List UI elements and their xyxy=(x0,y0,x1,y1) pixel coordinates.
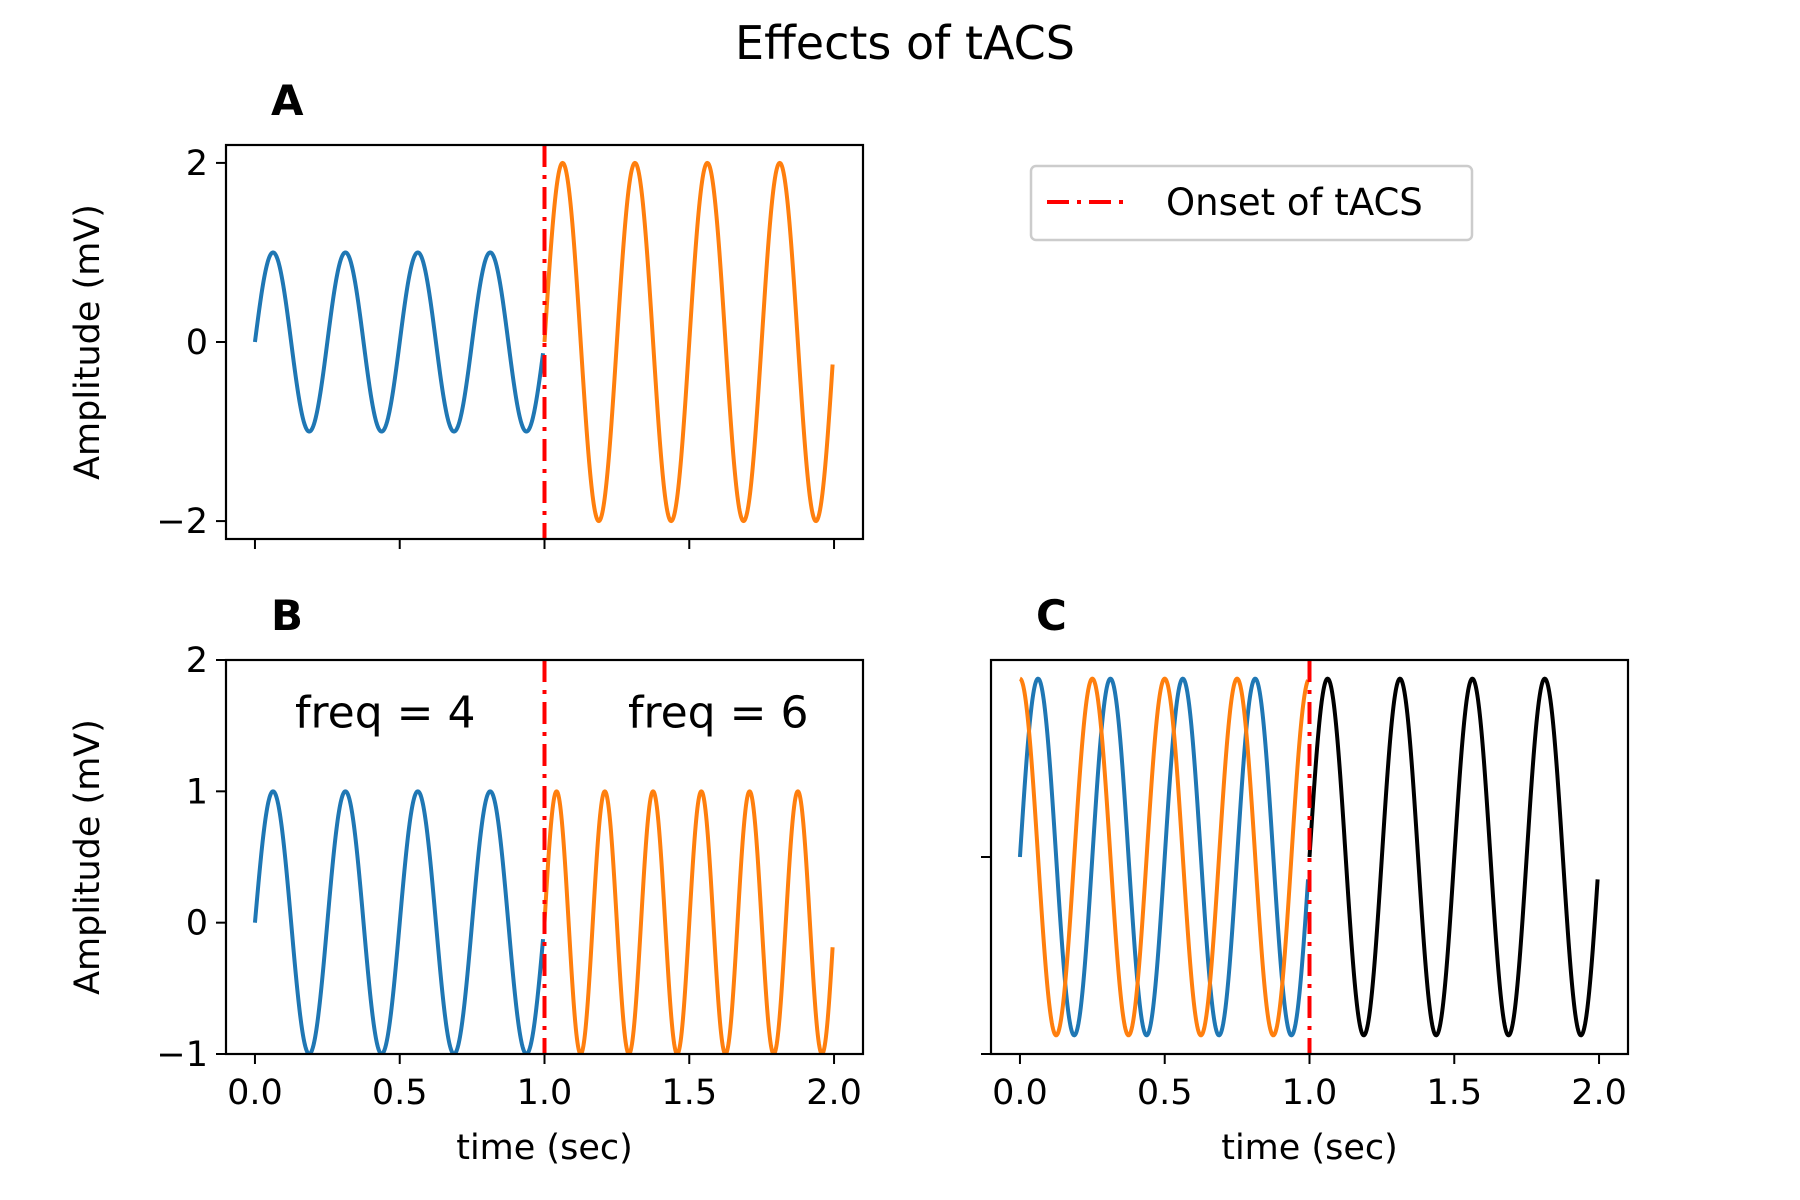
y-axis-label: Amplitude (mV) xyxy=(68,719,108,995)
panel-label: C xyxy=(1036,591,1067,640)
y-tick-label: 2 xyxy=(186,144,208,184)
x-axis-label: time (sec) xyxy=(1221,1128,1398,1168)
y-tick-label: 0 xyxy=(186,323,208,363)
annotation-text: freq = 4 xyxy=(295,688,475,739)
series-line-orange xyxy=(542,789,835,1054)
y-tick-label: 1 xyxy=(186,772,208,812)
x-tick-label: 1.5 xyxy=(1426,1073,1482,1113)
x-tick-label: 0.5 xyxy=(1137,1073,1193,1113)
panel-label: A xyxy=(271,76,304,125)
x-tick-label: 1.0 xyxy=(517,1073,573,1113)
panels: −2 0 2 A Amplitude (mV) 0.0 0.5 1.0 1.5 2.0 −1 0 1 2 B… xyxy=(68,76,1630,1168)
series-line-orange xyxy=(1018,676,1310,1038)
x-tick-label: 1.5 xyxy=(661,1073,717,1113)
x-tick-label: 2.0 xyxy=(806,1073,862,1113)
y-axis-label: Amplitude (mV) xyxy=(68,204,108,480)
x-tick-label: 1.0 xyxy=(1282,1073,1338,1113)
series-line-orange xyxy=(542,160,835,524)
y-tick-label: −1 xyxy=(156,1035,208,1075)
panel-label: B xyxy=(271,591,303,640)
x-tick-label: 2.0 xyxy=(1571,1073,1627,1113)
x-axis-label: time (sec) xyxy=(456,1128,633,1168)
y-tick-label: 0 xyxy=(186,904,208,944)
x-tick-label: 0.5 xyxy=(372,1073,428,1113)
plot-area xyxy=(1017,660,1600,1054)
plot-area xyxy=(252,145,835,539)
legend-box xyxy=(1029,164,1474,242)
x-tick-label: 0.0 xyxy=(227,1073,283,1113)
y-tick-label: 2 xyxy=(186,641,208,681)
legend: Onset of tACS xyxy=(1029,164,1474,242)
legend-label: Onset of tACS xyxy=(1166,181,1423,224)
series-line-blue xyxy=(252,250,546,434)
series-line-blue xyxy=(1017,676,1311,1038)
figure-title: Effects of tACS xyxy=(735,16,1075,70)
y-tick-label: −2 xyxy=(156,502,208,542)
x-tick-label: 0.0 xyxy=(992,1073,1048,1113)
panel-a: −2 0 2 A Amplitude (mV) xyxy=(68,76,865,549)
series-line-black xyxy=(1307,676,1600,1038)
series-line-blue xyxy=(252,789,546,1054)
plot-area xyxy=(252,660,835,1054)
annotation-text: freq = 6 xyxy=(628,688,808,739)
